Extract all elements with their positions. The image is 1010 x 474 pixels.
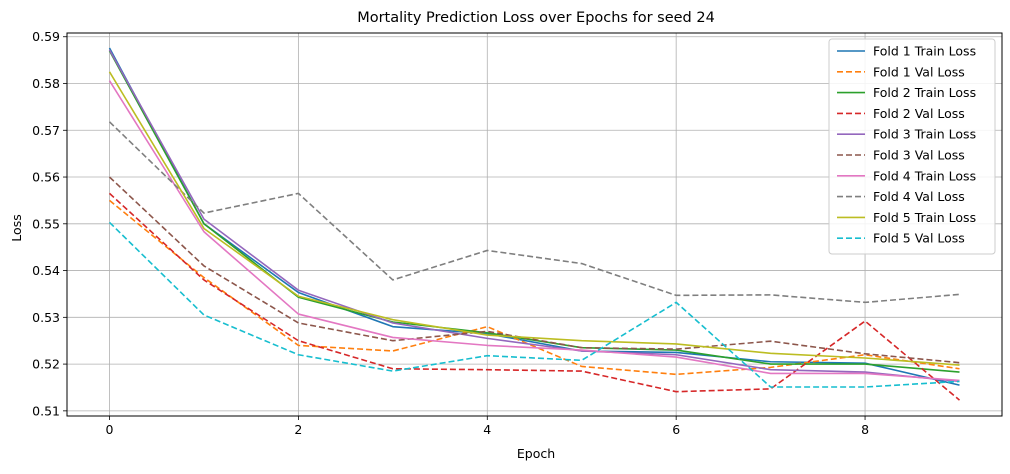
- axis-ticks: 0 2 4 6 8 0.51 0.52 0.53 0.54 0.55 0.56 0.57 0.58 0.5…: [32, 29, 869, 437]
- y-tick-label: 0.51: [32, 403, 60, 418]
- legend-label: Fold 1 Train Loss: [873, 44, 976, 59]
- y-axis-label: Loss: [9, 214, 24, 241]
- x-tick-label: 6: [672, 422, 680, 437]
- y-tick-label: 0.53: [32, 310, 60, 325]
- legend-box: [828, 38, 996, 255]
- plot-frame: [66, 32, 1003, 417]
- x-axis-label: Epoch: [517, 446, 555, 461]
- series-line-7: [108, 80, 960, 382]
- y-tick-label: 0.56: [32, 170, 60, 185]
- legend-label: Fold 5 Train Loss: [873, 210, 976, 225]
- y-tick-label: 0.59: [32, 29, 60, 44]
- x-tick-label: 0: [106, 422, 114, 437]
- legend-label: Fold 3 Train Loss: [873, 127, 976, 142]
- series-lines: [108, 47, 961, 401]
- legend-label: Fold 5 Val Loss: [873, 231, 965, 246]
- legend-label: Fold 4 Train Loss: [873, 168, 976, 183]
- y-tick-label: 0.55: [32, 216, 60, 231]
- series-line-6: [108, 176, 960, 364]
- legend-label: Fold 4 Val Loss: [873, 189, 965, 204]
- legend-label: Fold 1 Val Loss: [873, 64, 965, 79]
- y-tick-label: 0.54: [32, 263, 60, 278]
- x-tick-label: 8: [861, 422, 869, 437]
- series-line-2: [108, 199, 960, 376]
- legend: Fold 1 Train Loss Fold 1 Val Loss Fold 2 T…: [828, 38, 996, 255]
- legend-label: Fold 2 Val Loss: [873, 106, 965, 121]
- y-tick-label: 0.58: [32, 76, 60, 91]
- x-tick-label: 4: [483, 422, 491, 437]
- x-tick-label: 2: [294, 422, 302, 437]
- chart-title: Mortality Prediction Loss over Epochs fo…: [357, 10, 715, 26]
- series-line-9: [108, 71, 960, 366]
- legend-label: Fold 2 Train Loss: [873, 85, 976, 100]
- series-line-10: [108, 221, 960, 388]
- y-tick-label: 0.52: [32, 357, 60, 372]
- series-line-5: [108, 49, 960, 383]
- series-line-1: [108, 47, 960, 386]
- legend-label: Fold 3 Val Loss: [873, 148, 965, 163]
- y-tick-label: 0.57: [32, 123, 60, 138]
